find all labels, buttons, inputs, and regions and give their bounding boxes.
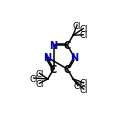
Text: C: C bbox=[64, 64, 71, 74]
Text: Cl: Cl bbox=[79, 31, 87, 40]
Text: N: N bbox=[50, 41, 58, 51]
Text: Cl: Cl bbox=[35, 69, 44, 78]
Text: Cl: Cl bbox=[73, 21, 81, 30]
Text: Cl: Cl bbox=[30, 74, 38, 83]
Text: N: N bbox=[70, 53, 78, 62]
Text: Cl: Cl bbox=[80, 79, 88, 88]
Text: Cl: Cl bbox=[80, 85, 88, 94]
Text: Cl: Cl bbox=[79, 25, 87, 34]
Text: C: C bbox=[50, 64, 57, 74]
Text: N: N bbox=[43, 53, 51, 62]
Text: Cl: Cl bbox=[74, 81, 82, 90]
Text: Cl: Cl bbox=[35, 79, 44, 88]
Text: C: C bbox=[64, 41, 71, 51]
